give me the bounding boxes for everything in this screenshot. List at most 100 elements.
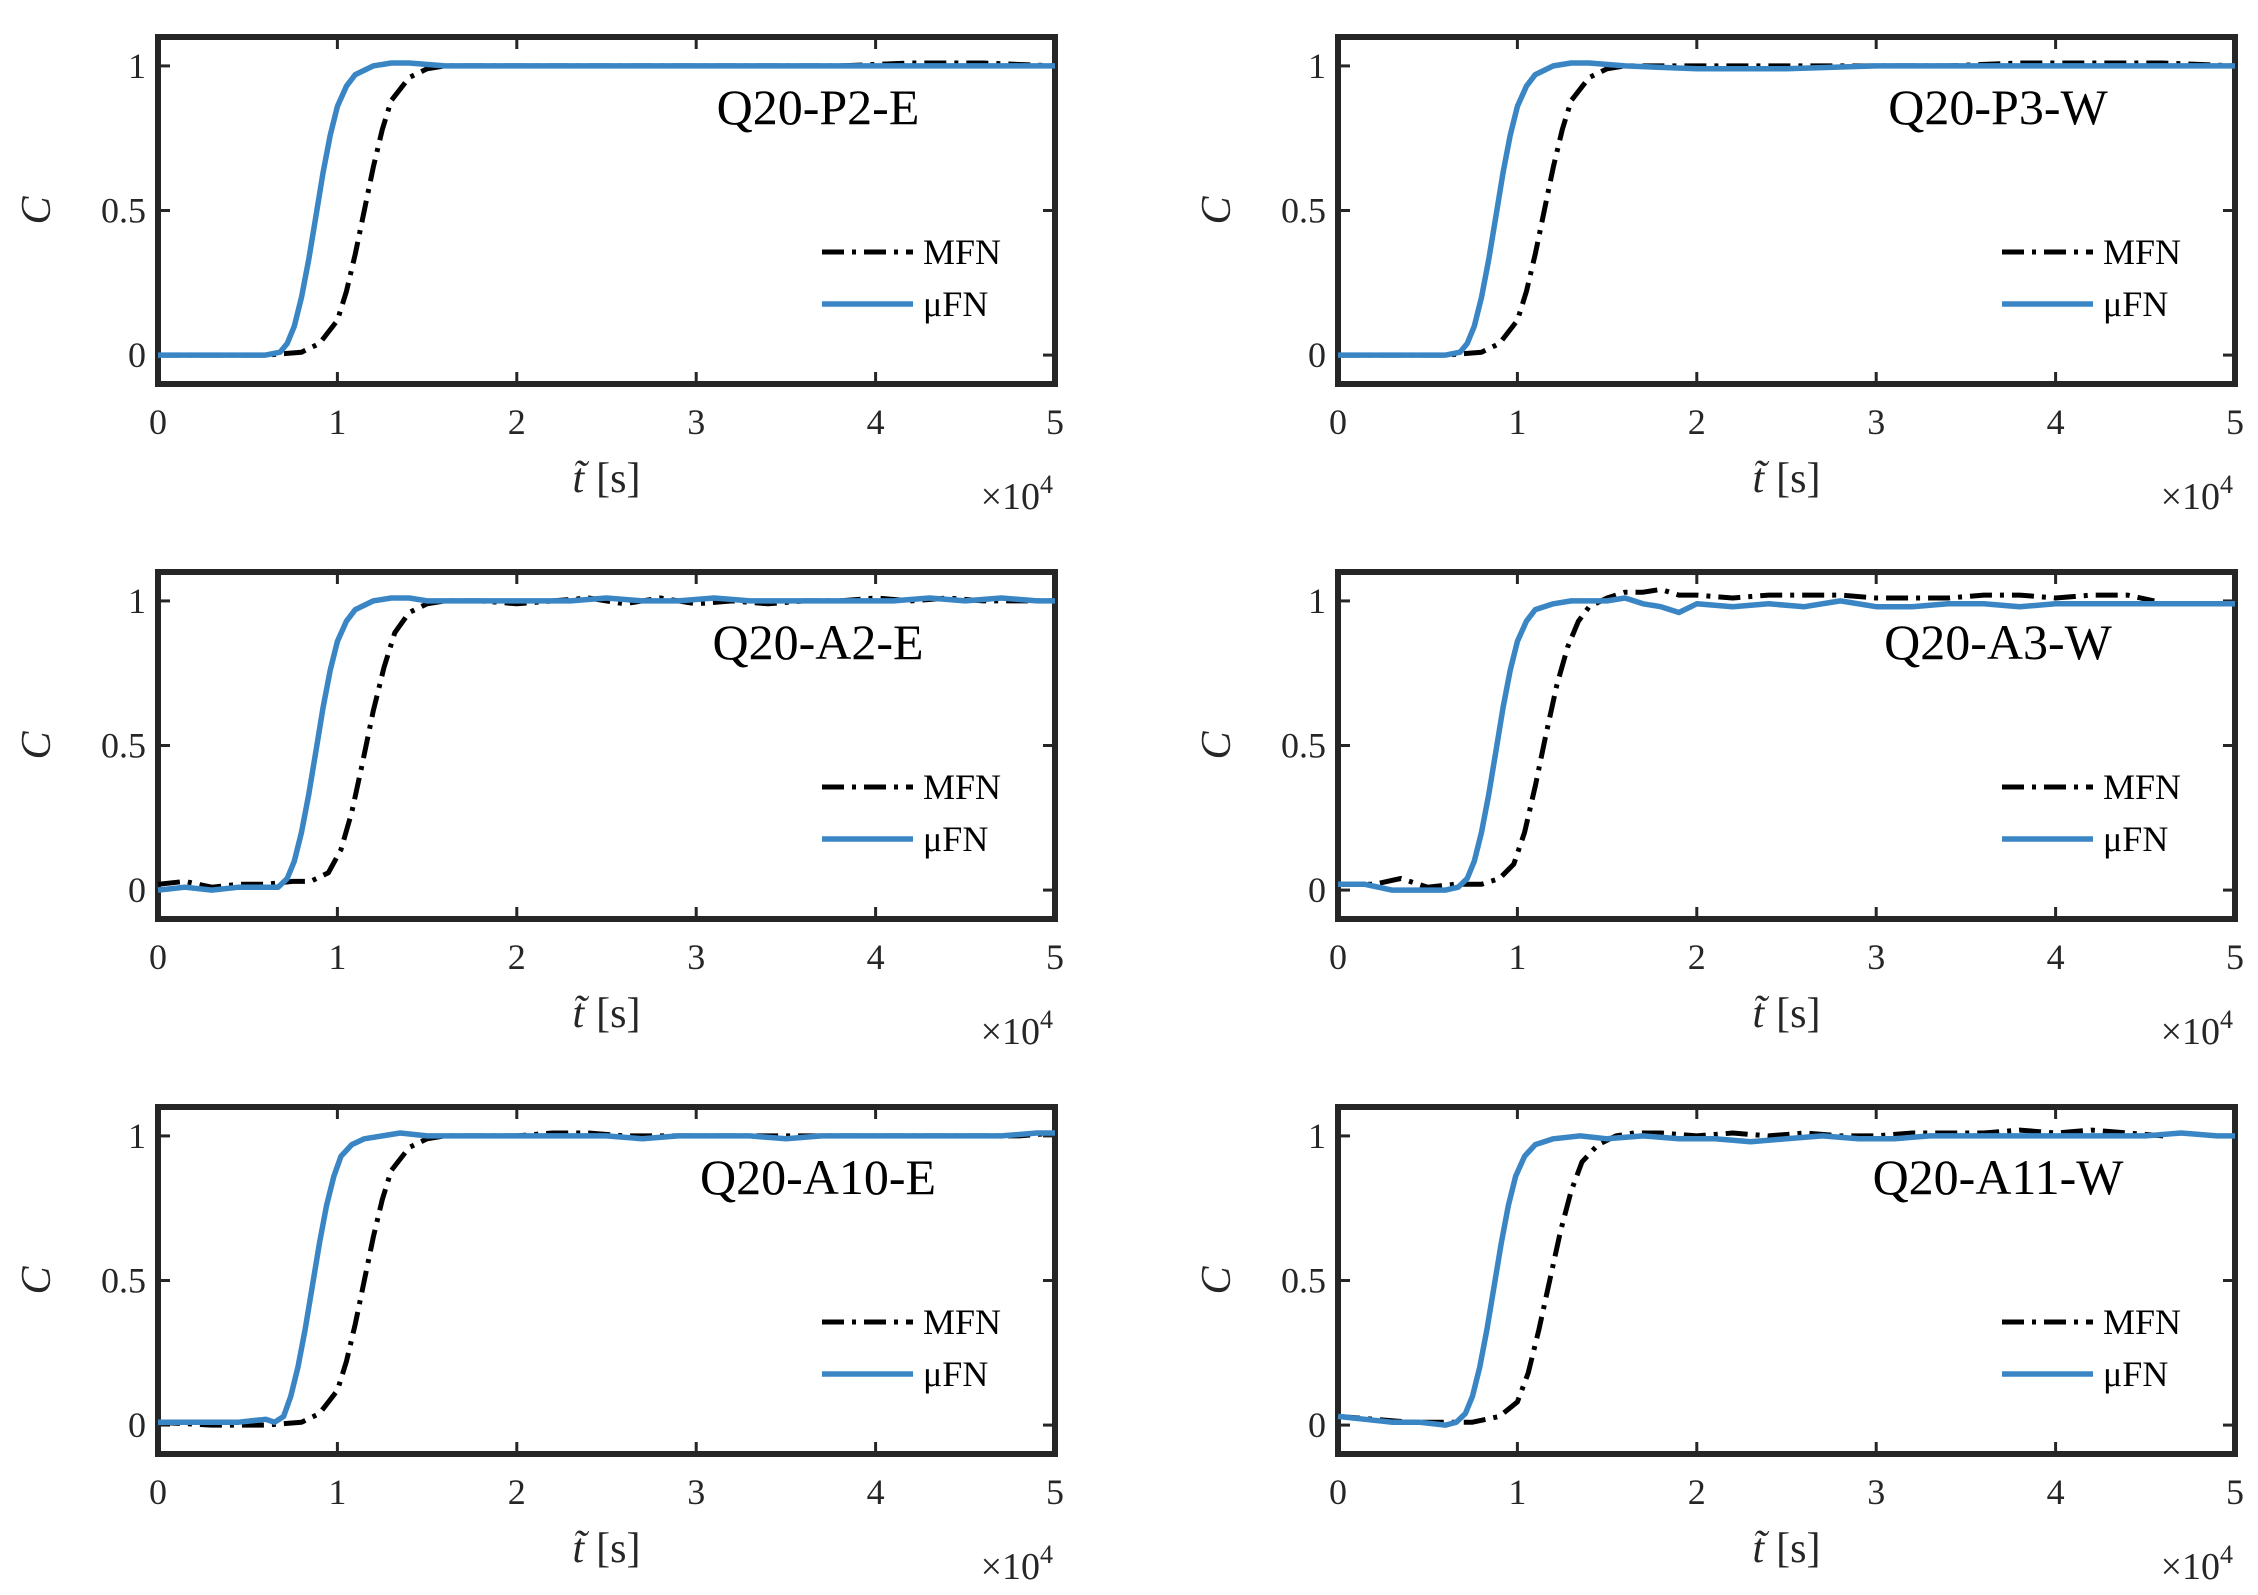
x-tick-label: 1 (1508, 1472, 1526, 1512)
y-tick-label: 1 (1308, 1116, 1326, 1156)
x-axis-unit: [s] (596, 991, 640, 1037)
x-tick-label: 0 (149, 937, 167, 977)
x-axis-symbol: t̃ (573, 456, 590, 502)
x-axis-multiplier: ×104 (981, 470, 1053, 518)
legend-label-ufn: μFN (2103, 284, 2168, 324)
y-tick-label: 1 (128, 1116, 146, 1156)
legend-label-mfn: MFN (2103, 232, 2181, 272)
x-tick-label: 3 (1867, 402, 1885, 442)
y-tick-label: 1 (1308, 46, 1326, 86)
x-tick-label: 0 (149, 402, 167, 442)
multiplier-base: ×10 (981, 1546, 1040, 1588)
x-tick-label: 3 (1867, 1472, 1885, 1512)
legend-label-mfn: MFN (923, 232, 1001, 272)
x-axis-unit: [s] (1776, 991, 1820, 1037)
x-tick-label: 1 (328, 1472, 346, 1512)
series-line-ufn (1337, 1130, 2235, 1428)
legend: MFN μFN (822, 1302, 1001, 1394)
multiplier-base: ×10 (981, 1011, 1040, 1053)
legend-label-mfn: MFN (2103, 1302, 2181, 1342)
x-axis-label: t̃ [s] (1753, 991, 1821, 1037)
x-tick-label: 1 (1508, 402, 1526, 442)
multiplier-exponent: 4 (2220, 1005, 2233, 1034)
x-tick-label: 5 (1046, 402, 1064, 442)
plot-area (1335, 569, 2238, 922)
y-tick-label: 0 (128, 335, 146, 375)
series-line-ufn (157, 595, 1055, 893)
multiplier-exponent: 4 (1040, 470, 1053, 499)
x-axis-unit: [s] (596, 1526, 640, 1572)
x-tick-label: 3 (687, 1472, 705, 1512)
x-tick-label: 3 (1867, 937, 1885, 977)
x-tick-label: 4 (867, 402, 885, 442)
x-axis-symbol: t̃ (1753, 1526, 1770, 1572)
y-tick-label: 0.5 (1281, 726, 1326, 766)
plot-area (155, 34, 1058, 387)
y-tick-label: 0 (128, 1405, 146, 1445)
panel-title: Q20-P2-E (717, 79, 920, 135)
legend-label-ufn: μFN (923, 819, 988, 859)
legend-label-mfn: MFN (923, 767, 1001, 807)
x-tick-label: 0 (1329, 1472, 1347, 1512)
x-tick-label: 1 (328, 402, 346, 442)
x-tick-label: 4 (867, 937, 885, 977)
legend-label-ufn: μFN (923, 1354, 988, 1394)
legend-label-ufn: μFN (923, 284, 988, 324)
y-axis-label: C (1194, 1266, 1240, 1295)
x-axis-unit: [s] (596, 456, 640, 502)
y-tick-label: 0 (1308, 335, 1326, 375)
x-tick-label: 2 (1688, 937, 1706, 977)
x-axis-multiplier: ×104 (2161, 1005, 2233, 1053)
y-tick-label: 0.5 (1281, 1261, 1326, 1301)
x-tick-label: 4 (2047, 1472, 2065, 1512)
y-tick-label: 1 (128, 581, 146, 621)
legend: MFN μFN (2002, 767, 2181, 859)
plot-area (155, 1104, 1058, 1457)
x-tick-label: 4 (2047, 402, 2065, 442)
x-axis-multiplier: ×104 (981, 1540, 1053, 1588)
multiplier-exponent: 4 (2220, 470, 2233, 499)
x-axis-label: t̃ [s] (573, 1526, 641, 1572)
x-axis-symbol: t̃ (573, 991, 590, 1037)
x-tick-label: 2 (508, 402, 526, 442)
x-axis-symbol: t̃ (1753, 991, 1770, 1037)
legend: MFN μFN (2002, 1302, 2181, 1394)
y-axis-label: C (1194, 731, 1240, 760)
x-axis-symbol: t̃ (573, 1526, 590, 1572)
x-tick-label: 0 (149, 1472, 167, 1512)
plot-area (155, 569, 1058, 922)
legend-label-mfn: MFN (2103, 767, 2181, 807)
x-tick-label: 5 (1046, 1472, 1064, 1512)
x-axis-label: t̃ [s] (573, 991, 641, 1037)
series-line-mfn (1337, 1127, 2164, 1425)
x-tick-label: 4 (2047, 937, 2065, 977)
x-tick-label: 2 (508, 937, 526, 977)
series-line-mfn (158, 60, 1056, 358)
y-tick-label: 1 (128, 46, 146, 86)
panel-title: Q20-A3-W (1884, 614, 2113, 670)
x-axis-multiplier: ×104 (2161, 1540, 2233, 1588)
legend: MFN μFN (822, 767, 1001, 859)
multiplier-base: ×10 (981, 476, 1040, 518)
y-axis-label: C (14, 1266, 60, 1295)
y-axis-label: C (1194, 196, 1240, 225)
x-axis-multiplier: ×104 (2161, 470, 2233, 518)
x-tick-label: 3 (687, 937, 705, 977)
legend: MFN μFN (822, 232, 1001, 324)
legend-label-ufn: μFN (2103, 1354, 2168, 1394)
y-tick-label: 0 (1308, 1405, 1326, 1445)
series-line-mfn (1338, 60, 2236, 358)
x-axis-symbol: t̃ (1753, 456, 1770, 502)
panel-title: Q20-A2-E (712, 614, 923, 670)
x-axis-label: t̃ [s] (573, 456, 641, 502)
y-axis-label: C (14, 731, 60, 760)
multiplier-exponent: 4 (2220, 1540, 2233, 1569)
multiplier-base: ×10 (2161, 1011, 2220, 1053)
series-line-ufn (158, 60, 1055, 358)
x-tick-label: 4 (867, 1472, 885, 1512)
y-tick-label: 0.5 (101, 1261, 146, 1301)
